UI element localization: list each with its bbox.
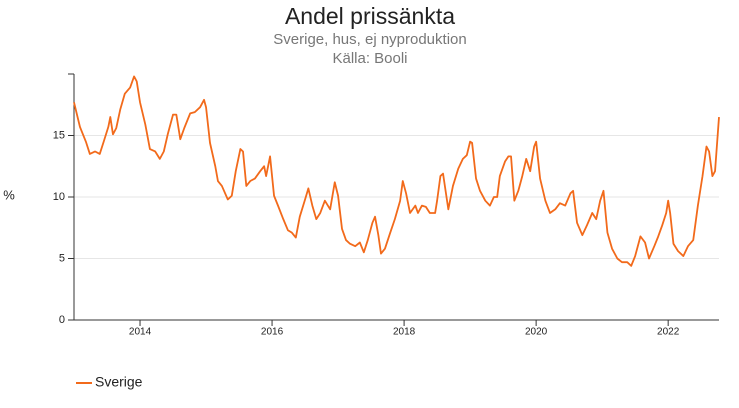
chart-source: Källa: Booli: [332, 50, 407, 67]
x-tick-label: 2018: [393, 327, 416, 338]
x-tick-label: 2016: [261, 327, 284, 338]
y-tick-label: 10: [53, 191, 65, 203]
legend-label: Sverige: [95, 374, 143, 390]
line-series: [73, 75, 720, 267]
chart-subtitle: Sverige, hus, ej nyproduktion: [273, 31, 466, 48]
chart-title: Andel prissänkta: [285, 3, 455, 29]
x-tick-label: 2020: [525, 327, 548, 338]
y-axis-label: %: [3, 187, 15, 202]
x-tick-label: 2022: [657, 327, 680, 338]
y-tick-label: 5: [59, 252, 65, 264]
x-tick-label: 2014: [129, 327, 152, 338]
y-tick-label: 15: [53, 129, 65, 141]
y-tick-label: 0: [59, 314, 65, 326]
